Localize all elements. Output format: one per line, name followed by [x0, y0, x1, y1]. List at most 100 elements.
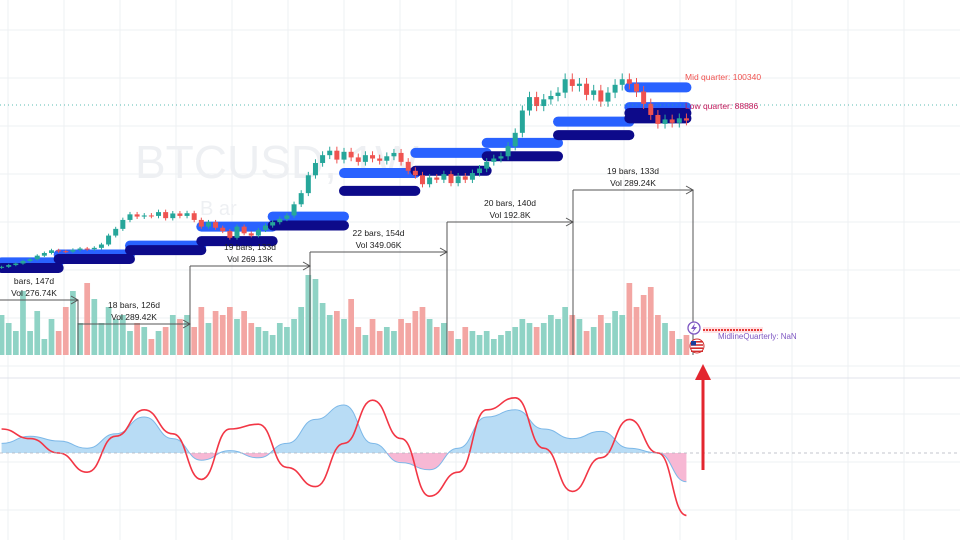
candle-body [412, 170, 418, 176]
volume-bar [248, 323, 255, 355]
volume-bar [662, 323, 668, 355]
measure-vol-text: Vol 276.74K [11, 288, 57, 298]
candle-body [49, 250, 55, 253]
volume-bar [633, 307, 640, 355]
candle-body [84, 248, 90, 250]
candle-body [462, 176, 468, 180]
candle-body [70, 249, 76, 252]
candle-body [20, 261, 26, 264]
volume-bar [241, 311, 247, 355]
candle-body [469, 173, 475, 180]
volume-bar [162, 327, 169, 355]
volume-bar [526, 323, 533, 355]
candle-body [234, 226, 240, 238]
candle-body [34, 255, 40, 260]
volume-bar [298, 307, 305, 355]
measure-arrowhead [685, 185, 695, 195]
volume-bar [640, 295, 647, 355]
volume-bar [676, 339, 683, 355]
volume-bar [548, 315, 554, 355]
candle-body [441, 174, 447, 180]
volume-bar [148, 339, 155, 355]
volume-bar [262, 331, 269, 355]
indicator-lightning-icon[interactable] [687, 321, 701, 335]
candle-body [612, 84, 618, 93]
osc-area-positive [1, 405, 687, 453]
candle-body [555, 92, 561, 96]
volume-bar [20, 291, 26, 355]
candle-body [277, 218, 283, 223]
volume-bar [433, 327, 440, 355]
volume-bar [405, 323, 412, 355]
candle-body [191, 213, 197, 220]
candle-body [284, 215, 290, 219]
candle-body [127, 214, 133, 220]
volume-bar [177, 319, 183, 355]
candle-body [198, 219, 204, 227]
volume-bar [669, 331, 676, 355]
annotation-arrow[interactable] [695, 364, 711, 470]
volume-bar [155, 331, 162, 355]
candle-body [134, 214, 140, 217]
volume-bar [326, 315, 333, 355]
watermark-symbol: BTCUSD, 1W [135, 136, 419, 188]
candle-body [534, 97, 540, 107]
volume-bar [276, 323, 283, 355]
candle-body [184, 213, 190, 216]
volume-bar [348, 299, 354, 355]
volume-bar [34, 311, 41, 355]
stacked-labels-cluster [703, 327, 763, 333]
volume-bar [77, 323, 83, 355]
candle-body [362, 155, 368, 162]
osc-area-outline [1, 404, 687, 483]
candle-body [141, 215, 147, 217]
volume-bar [127, 331, 133, 355]
candle-body [619, 79, 625, 85]
volume-bar [476, 335, 483, 355]
volume-bar [448, 331, 454, 355]
volume-bar [91, 299, 98, 355]
candle-body [419, 175, 425, 185]
candle-body [156, 212, 162, 216]
volume-bar [391, 331, 397, 355]
volume-bar [469, 331, 476, 355]
candle-body [27, 259, 33, 262]
candle-body [98, 244, 104, 248]
candle-body [255, 229, 261, 236]
measure-vol-text: Vol 289.24K [610, 178, 656, 188]
volume-bar [84, 283, 91, 355]
candle-body [348, 151, 354, 158]
candle-body [163, 212, 169, 219]
candle-body [241, 226, 247, 234]
volume-bar [169, 315, 176, 355]
volume-bar [291, 319, 297, 355]
volume-bar [341, 319, 347, 355]
candle-body [77, 248, 83, 250]
candle-body [298, 193, 304, 205]
volume-bar [355, 327, 362, 355]
flag-us-icon[interactable] [689, 338, 705, 354]
candle-body [455, 176, 461, 184]
candle-body [370, 155, 376, 159]
candle-body [655, 114, 661, 124]
candle-body [91, 247, 97, 250]
osc-line [1, 396, 687, 517]
volume-bar [48, 319, 55, 355]
volume-bar [441, 323, 447, 355]
candle-body [291, 204, 297, 216]
volume-bar [498, 335, 504, 355]
volume-bar [319, 303, 326, 355]
candle-body [648, 103, 654, 115]
candle-body [113, 228, 119, 236]
volume-bar [5, 323, 12, 355]
measure-bars-text: bars, 147d [14, 276, 54, 286]
candle-body [526, 97, 532, 111]
candle-body [519, 110, 525, 133]
volume-bar [27, 331, 33, 355]
candle-body [213, 222, 219, 228]
candle-body [41, 252, 47, 256]
candle-body [334, 150, 340, 160]
measure-bars-text: 19 bars, 133d [224, 242, 276, 252]
volume-bar [647, 287, 654, 355]
